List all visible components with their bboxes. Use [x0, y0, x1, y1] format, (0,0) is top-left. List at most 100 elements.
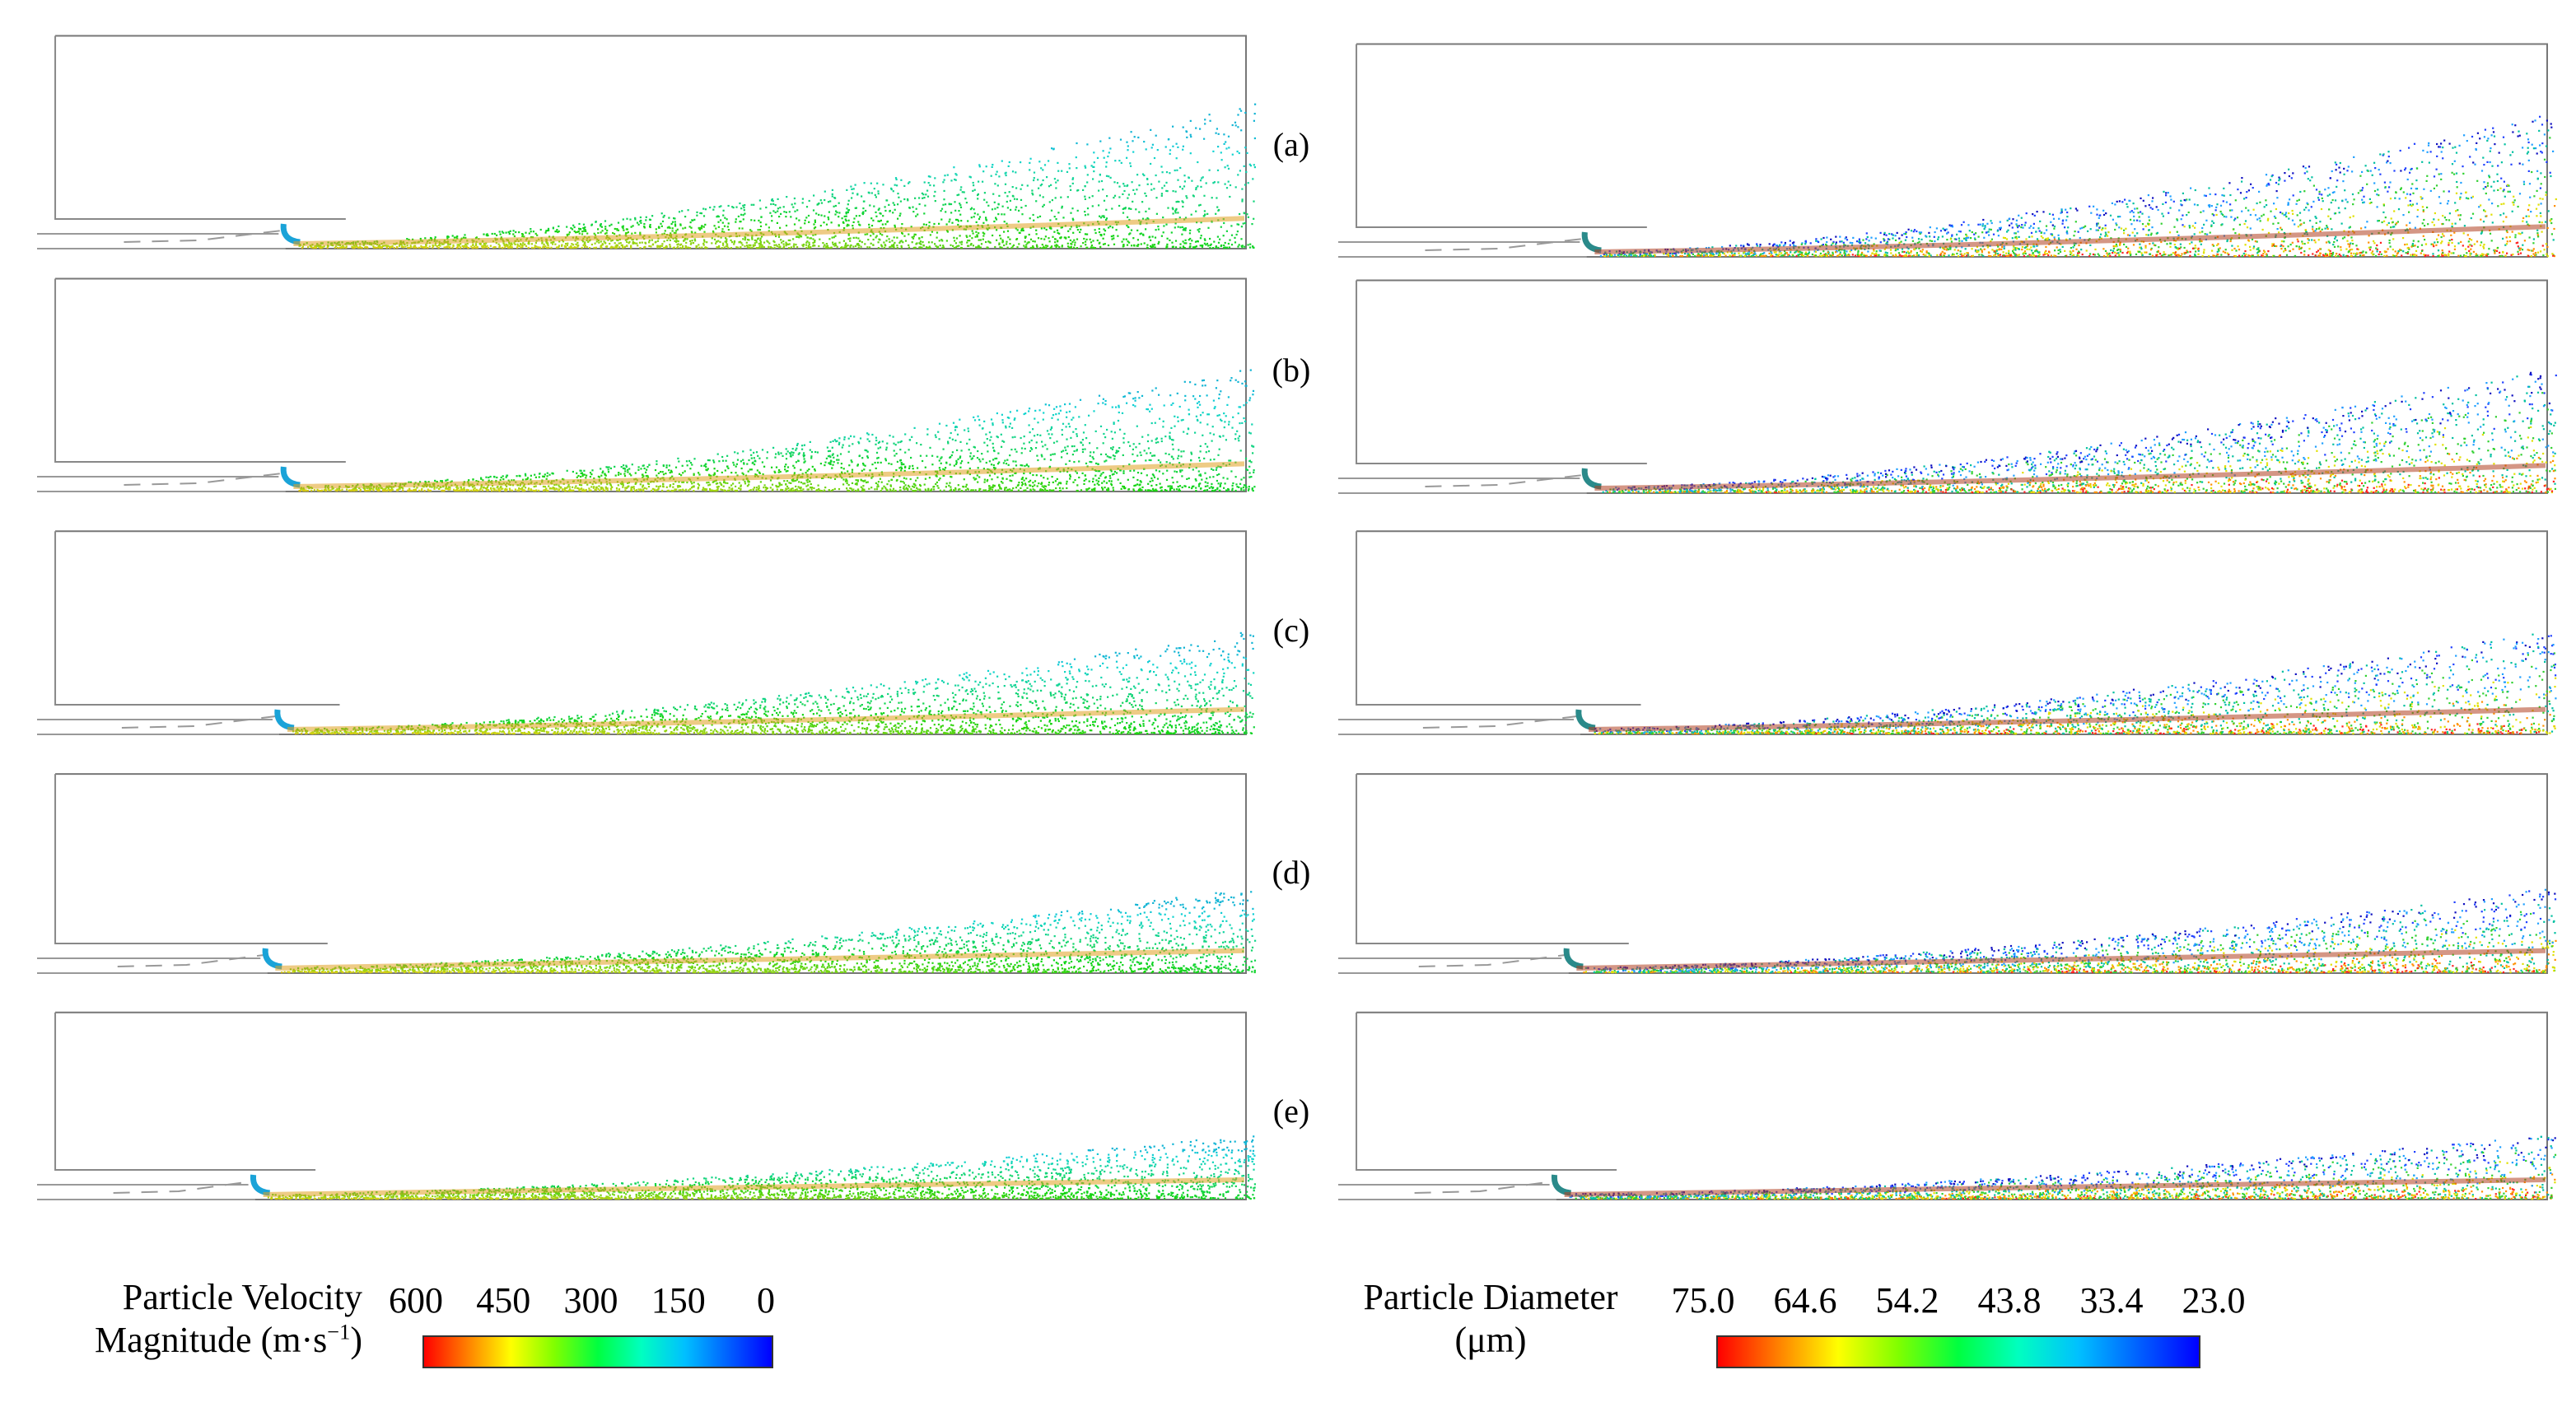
inlet-boundary [54, 35, 346, 220]
velocity-colorbar [422, 1335, 773, 1368]
row-label-a: (a) [1258, 128, 1324, 161]
nozzle-wall [37, 233, 286, 249]
particle-core-jet [1588, 706, 2546, 732]
nozzle-centerline [124, 230, 282, 243]
velocity-panel-b [37, 274, 1256, 498]
diameter-legend-title-line1: Particle Diameter [1338, 1276, 1643, 1319]
diameter-tick-2: 54.2 [1876, 1283, 1939, 1319]
inlet-boundary [1356, 531, 1641, 706]
inlet-boundary [1356, 280, 1647, 464]
nozzle-centerline [121, 715, 277, 729]
injector-nozzle [250, 1174, 271, 1196]
velocity-tick-4: 0 [757, 1283, 775, 1319]
velocity-unit-suffix: ) [350, 1320, 362, 1360]
inlet-boundary [54, 1012, 316, 1171]
nozzle-wall [1338, 719, 1580, 735]
row-label-d: (d) [1258, 856, 1324, 889]
nozzle-centerline [1414, 1181, 1553, 1194]
row-label-b: (b) [1258, 354, 1324, 387]
particle-core-jet [275, 948, 1245, 971]
injector-nozzle [280, 466, 301, 488]
velocity-tick-1: 450 [476, 1283, 530, 1319]
particle-core-jet [287, 706, 1245, 732]
diameter-tick-0: 75.0 [1672, 1283, 1735, 1319]
row-label-e: (e) [1258, 1095, 1324, 1128]
diameter-panel-b [1338, 276, 2557, 500]
velocity-tick-3: 150 [651, 1283, 706, 1319]
velocity-legend-title-line1: Particle Velocity [33, 1276, 362, 1319]
domain-boundary [55, 1011, 1247, 1200]
inlet-boundary [1356, 774, 1629, 944]
nozzle-centerline [124, 473, 282, 486]
particle-core-jet [293, 461, 1245, 489]
nozzle-wall [37, 957, 268, 974]
diameter-legend-title: Particle Diameter (μm) [1338, 1276, 1643, 1362]
nozzle-wall [37, 1184, 255, 1200]
particle-core-jet [293, 216, 1245, 246]
domain-boundary [1356, 279, 2548, 494]
nozzle-centerline [113, 1181, 252, 1194]
inlet-boundary [54, 774, 328, 944]
injector-nozzle [1551, 1174, 1572, 1196]
diameter-legend-title-line2: (μm) [1338, 1319, 1643, 1362]
injector-nozzle [262, 948, 282, 970]
inlet-boundary [1356, 1012, 1617, 1171]
injector-nozzle [280, 223, 301, 245]
velocity-legend-title: Particle Velocity Magnitude (m·s−1) [33, 1276, 362, 1362]
particle-cloud [1598, 115, 2557, 258]
nozzle-centerline [1425, 238, 1584, 251]
velocity-panel-e [37, 1009, 1256, 1206]
domain-boundary [1356, 530, 2548, 735]
diameter-panel-a [1338, 40, 2557, 263]
domain-boundary [55, 35, 1247, 249]
particle-cloud [298, 103, 1257, 249]
particle-cloud [267, 1135, 1256, 1200]
diameter-colorbar [1716, 1335, 2200, 1368]
velocity-unit-prefix: Magnitude (m·s [95, 1320, 327, 1360]
particle-core-jet [263, 1177, 1245, 1197]
injector-nozzle [1581, 468, 1602, 490]
particle-cloud [1602, 371, 2557, 494]
nozzle-centerline [1425, 474, 1584, 487]
diameter-tick-3: 43.8 [1978, 1283, 2042, 1319]
inlet-boundary [54, 278, 346, 463]
nozzle-centerline [1422, 715, 1578, 729]
diameter-tick-5: 23.0 [2182, 1283, 2246, 1319]
velocity-panel-a [37, 31, 1257, 255]
diameter-tick-1: 64.6 [1774, 1283, 1837, 1319]
injector-nozzle [1575, 709, 1596, 731]
velocity-panel-d [37, 770, 1257, 980]
particle-cloud [281, 891, 1257, 974]
velocity-tick-0: 600 [389, 1283, 443, 1319]
injector-nozzle [274, 709, 295, 731]
nozzle-wall [1338, 957, 1569, 974]
particle-cloud [298, 369, 1256, 492]
row-label-c: (c) [1258, 614, 1324, 647]
diameter-panel-c [1338, 527, 2557, 741]
velocity-unit-sup: −1 [327, 1319, 350, 1344]
velocity-panel-c [37, 527, 1255, 741]
injector-nozzle [1581, 231, 1602, 254]
particle-core-jet [1594, 463, 2546, 491]
domain-boundary [55, 530, 1247, 735]
particle-core-jet [1576, 948, 2546, 971]
injector-nozzle [1563, 948, 1584, 970]
nozzle-wall [37, 476, 286, 492]
velocity-tick-2: 300 [564, 1283, 618, 1319]
velocity-legend-title-line2: Magnitude (m·s−1) [33, 1319, 362, 1362]
domain-boundary [55, 773, 1247, 974]
nozzle-centerline [117, 954, 264, 967]
particle-core-jet [1594, 224, 2546, 254]
nozzle-wall [1338, 1184, 1556, 1200]
nozzle-wall [1338, 478, 1587, 494]
inlet-boundary [54, 531, 340, 706]
diameter-panel-d [1338, 770, 2557, 980]
particle-core-jet [1564, 1177, 2546, 1197]
nozzle-wall [37, 719, 279, 735]
diameter-tick-4: 33.4 [2080, 1283, 2144, 1319]
domain-boundary [55, 277, 1247, 492]
diameter-panel-e [1338, 1009, 2557, 1206]
nozzle-centerline [1418, 954, 1566, 967]
inlet-boundary [1356, 44, 1647, 228]
nozzle-wall [1338, 241, 1587, 258]
